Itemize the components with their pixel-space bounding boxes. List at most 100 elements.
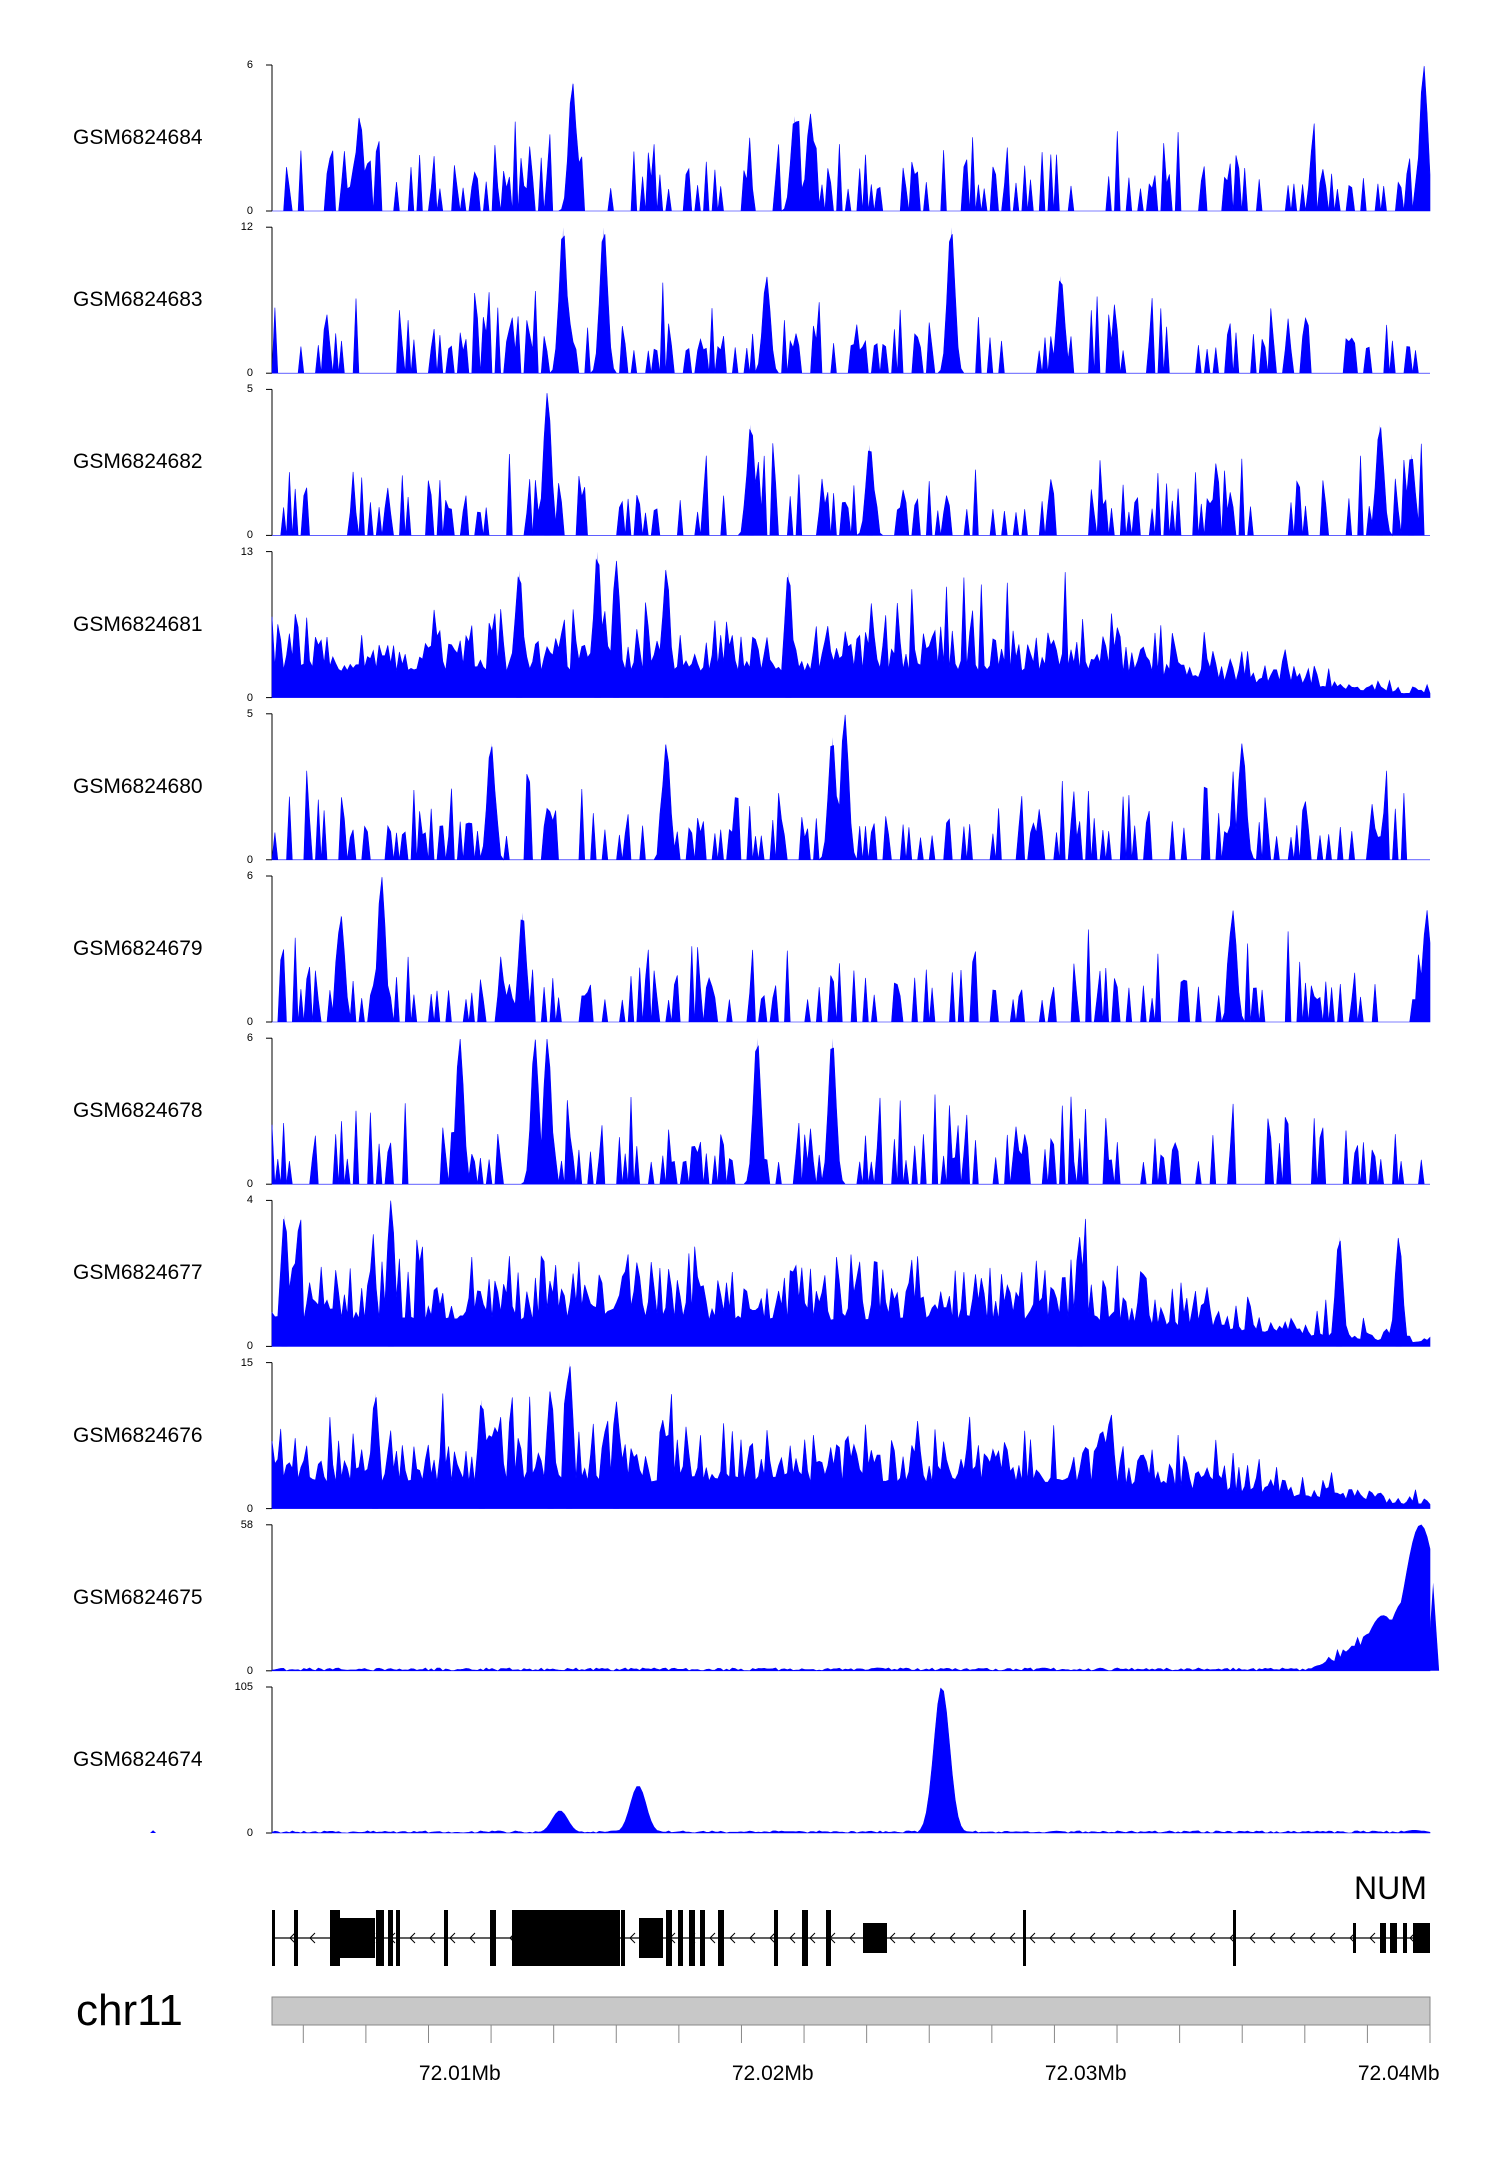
strand-arrow bbox=[629, 1932, 636, 1944]
strand-arrow bbox=[1029, 1932, 1036, 1944]
peak-mark bbox=[372, 1393, 379, 1509]
peak-mark bbox=[1336, 1236, 1343, 1347]
y-max-label: 5 bbox=[246, 707, 253, 720]
peak-mark bbox=[1376, 424, 1383, 536]
peak-mark bbox=[516, 570, 523, 698]
track-GSM6824674 bbox=[150, 1686, 1431, 1834]
strand-arrow bbox=[849, 1932, 856, 1944]
x-tick-label: 72.02Mb bbox=[731, 2062, 814, 2085]
peak-mark bbox=[456, 1038, 463, 1185]
track-name: GSM6824677 bbox=[73, 1261, 203, 1285]
y-min-label: 0 bbox=[246, 1502, 253, 1515]
y-max-label: 12 bbox=[240, 221, 253, 234]
peak-mark bbox=[569, 82, 576, 212]
peak-mark bbox=[1076, 1236, 1083, 1347]
track-GSM6824679 bbox=[266, 875, 1431, 1023]
peak-mark bbox=[635, 1785, 642, 1833]
strand-arrow bbox=[889, 1932, 896, 1944]
peak-mark bbox=[544, 1038, 551, 1185]
peak-mark bbox=[1411, 1830, 1418, 1833]
gene-label: NUM bbox=[1354, 1870, 1427, 1906]
exon bbox=[340, 1918, 375, 1958]
track-GSM6824680 bbox=[266, 713, 1430, 861]
track-name: GSM6824676 bbox=[73, 1423, 203, 1447]
track-name: GSM6824678 bbox=[73, 1099, 203, 1123]
strand-arrow bbox=[1049, 1932, 1056, 1944]
y-max-label: 5 bbox=[246, 383, 253, 396]
peak-mark bbox=[337, 914, 344, 1022]
exon bbox=[1390, 1923, 1397, 1953]
peak-mark bbox=[829, 1038, 836, 1185]
y-min-label: 0 bbox=[246, 1827, 253, 1839]
strand-arrow bbox=[1369, 1932, 1376, 1944]
exon bbox=[490, 1910, 496, 1966]
peak-mark bbox=[356, 116, 363, 211]
peak-mark bbox=[754, 1038, 761, 1185]
tracks-layer bbox=[150, 64, 1440, 1834]
exon bbox=[1403, 1923, 1407, 1953]
track-name: GSM6824683 bbox=[73, 288, 203, 312]
exon bbox=[689, 1910, 695, 1966]
y-min-label: 0 bbox=[246, 1178, 253, 1191]
coverage-area bbox=[271, 1200, 1431, 1347]
strand-arrow bbox=[1169, 1932, 1176, 1944]
strand-arrow bbox=[1269, 1932, 1276, 1944]
peak-mark bbox=[1352, 1645, 1365, 1671]
strand-arrow bbox=[1189, 1932, 1196, 1944]
y-max-label: 6 bbox=[246, 1032, 253, 1045]
coverage-area bbox=[272, 877, 1431, 1023]
peak-mark bbox=[547, 1389, 554, 1509]
gene-model bbox=[272, 1910, 1430, 1966]
y-min-label: 0 bbox=[246, 1016, 253, 1028]
track-GSM6824678 bbox=[266, 1037, 1430, 1185]
track-name: GSM6824682 bbox=[73, 450, 203, 474]
peak-mark bbox=[387, 1200, 394, 1347]
peak-mark bbox=[613, 1401, 620, 1509]
exon bbox=[639, 1918, 663, 1958]
strand-arrow bbox=[929, 1932, 936, 1944]
exon bbox=[330, 1910, 340, 1966]
peak-mark bbox=[785, 571, 792, 698]
track-name: GSM6824680 bbox=[73, 774, 203, 798]
strand-arrow bbox=[809, 1932, 816, 1944]
strand-arrow bbox=[709, 1932, 716, 1944]
peak-mark bbox=[763, 275, 770, 374]
strand-arrow bbox=[729, 1932, 736, 1944]
exon bbox=[388, 1910, 393, 1966]
coverage-area bbox=[271, 1038, 1430, 1185]
exon bbox=[1380, 1923, 1386, 1953]
peak-mark bbox=[747, 424, 754, 536]
strand-arrow bbox=[989, 1932, 996, 1944]
track-GSM6824683 bbox=[266, 226, 1430, 374]
track-name: GSM6824681 bbox=[73, 612, 203, 636]
y-max-label: 58 bbox=[240, 1518, 253, 1531]
coverage-area bbox=[272, 66, 1431, 212]
peak-mark bbox=[1239, 743, 1246, 860]
exon bbox=[802, 1910, 808, 1966]
peak-mark bbox=[1395, 1236, 1402, 1347]
exon bbox=[678, 1910, 683, 1966]
track-GSM6824675 bbox=[266, 1524, 1440, 1672]
strand-arrow bbox=[409, 1932, 416, 1944]
y-min-label: 0 bbox=[246, 1664, 253, 1677]
strand-arrow bbox=[1209, 1932, 1216, 1944]
exon bbox=[826, 1910, 831, 1966]
y-min-label: 0 bbox=[246, 853, 253, 866]
coverage-area bbox=[271, 714, 1430, 861]
exon bbox=[863, 1923, 887, 1953]
y-min-label: 0 bbox=[246, 691, 253, 704]
exon bbox=[1023, 1910, 1026, 1966]
strand-arrow bbox=[789, 1932, 796, 1944]
peak-mark bbox=[478, 1399, 485, 1509]
exon bbox=[294, 1910, 298, 1966]
exon bbox=[666, 1910, 672, 1966]
strand-arrow bbox=[289, 1932, 296, 1944]
y-min-label: 0 bbox=[246, 205, 253, 217]
peak-mark bbox=[281, 1215, 288, 1347]
y-max-label: 6 bbox=[246, 870, 253, 882]
coverage-area bbox=[271, 234, 1430, 374]
coverage-area bbox=[271, 558, 1431, 698]
chromosome-label: chr11 bbox=[76, 1986, 183, 2035]
peak-mark bbox=[938, 1687, 945, 1833]
strand-arrow bbox=[1009, 1932, 1016, 1944]
